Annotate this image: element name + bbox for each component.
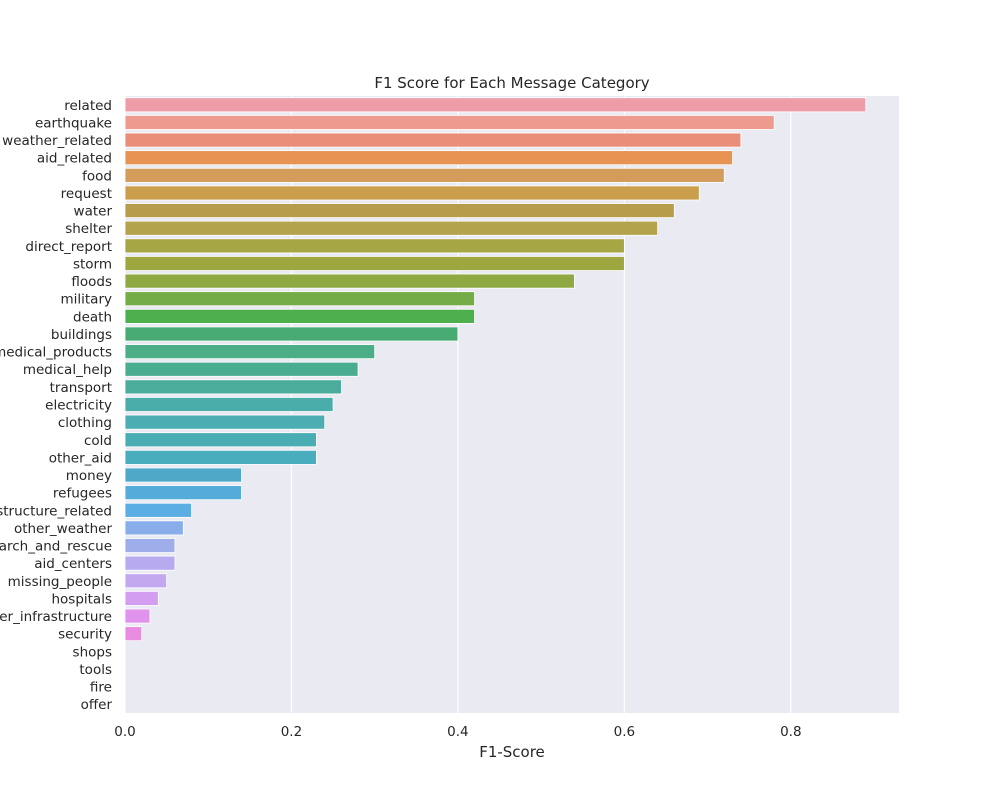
category-label: other_weather (14, 521, 112, 537)
bar (124, 379, 342, 395)
bar (124, 114, 775, 130)
bar (124, 555, 176, 571)
category-label: tools (79, 662, 112, 678)
bar (124, 626, 143, 642)
category-label: missing_people (8, 574, 112, 590)
category-label: medical_help (23, 362, 112, 378)
bar (124, 414, 326, 430)
category-label: shops (73, 644, 112, 660)
category-label: water (74, 204, 113, 220)
bar (124, 203, 675, 219)
category-label: related (64, 98, 112, 114)
category-label: military (60, 292, 112, 308)
category-label: request (61, 186, 112, 202)
bar (124, 502, 192, 518)
category-label: food (82, 168, 112, 184)
bar (124, 538, 176, 553)
bar (124, 590, 159, 606)
category-label: cold (84, 433, 112, 449)
category-label: hospitals (51, 591, 112, 607)
bar (124, 485, 242, 501)
category-label: other_infrastructure (0, 609, 112, 625)
category-label: buildings (51, 327, 112, 343)
category-label: transport (50, 380, 112, 396)
bar (124, 273, 575, 289)
category-label: floods (71, 274, 112, 290)
x-tick-label: 0.2 (281, 724, 302, 740)
bars (124, 97, 867, 642)
bar (124, 361, 359, 377)
bar (124, 573, 168, 589)
bar (124, 608, 151, 624)
bar (124, 185, 700, 201)
category-label: weather_related (2, 133, 112, 149)
x-tick-label: 0.4 (447, 724, 468, 740)
category-label: shelter (65, 221, 112, 237)
bar (124, 344, 376, 360)
bar (124, 220, 659, 236)
category-label: storm (73, 256, 112, 272)
x-axis-label: F1-Score (479, 743, 545, 761)
bar (124, 308, 475, 324)
bar (124, 397, 334, 412)
category-label: clothing (58, 415, 112, 431)
category-label: earthquake (35, 115, 112, 131)
bar (124, 97, 867, 113)
category-label: direct_report (25, 239, 112, 255)
category-label: death (73, 309, 112, 325)
category-label: other_aid (49, 450, 112, 466)
chart-title: F1 Score for Each Message Category (374, 74, 649, 92)
category-label: security (58, 627, 112, 643)
category-label: infrastructure_related (0, 503, 112, 519)
bar (124, 256, 625, 271)
category-label: money (66, 468, 112, 484)
x-tick-labels: 0.0 0.2 0.4 0.6 0.8 (114, 724, 801, 740)
category-label: medical_products (0, 345, 112, 361)
bar (124, 326, 459, 342)
bar (124, 150, 733, 166)
category-label: search_and_rescue (0, 539, 112, 555)
category-label: aid_centers (34, 556, 112, 572)
bar (124, 167, 725, 183)
bar (124, 238, 625, 254)
category-label: aid_related (37, 151, 112, 167)
x-tick-label: 0.6 (614, 724, 635, 740)
bar (124, 449, 317, 465)
bar (124, 132, 742, 148)
category-label: fire (90, 680, 112, 696)
x-tick-label: 0.0 (114, 724, 135, 740)
bar (124, 291, 475, 307)
bar (124, 467, 242, 483)
bar (124, 432, 317, 448)
category-label: refugees (53, 486, 112, 502)
category-label: offer (81, 697, 113, 713)
x-tick-label: 0.8 (780, 724, 801, 740)
bar (124, 520, 184, 536)
category-label: electricity (45, 398, 112, 414)
